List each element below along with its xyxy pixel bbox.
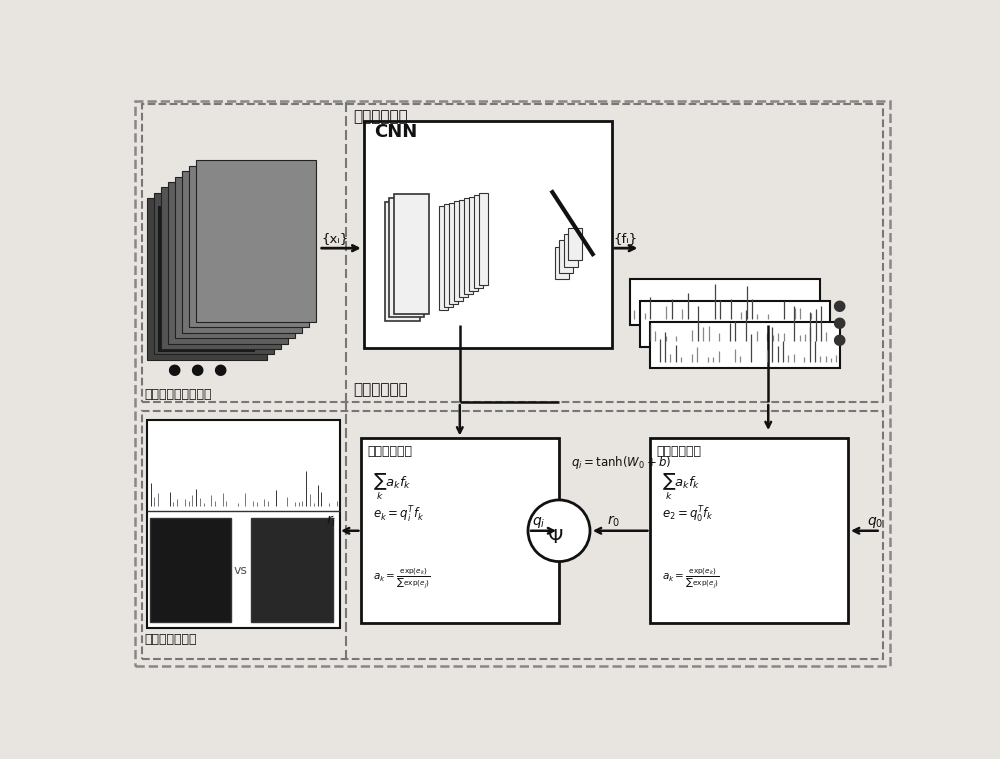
Text: 特征融合模块: 特征融合模块 xyxy=(657,446,702,458)
Text: $r_i$: $r_i$ xyxy=(326,514,337,529)
FancyBboxPatch shape xyxy=(555,247,569,279)
Text: {fᵢ}: {fᵢ} xyxy=(613,232,637,245)
FancyBboxPatch shape xyxy=(150,518,231,622)
Text: vs: vs xyxy=(234,564,247,577)
Text: $e_k=q_i^T f_k$: $e_k=q_i^T f_k$ xyxy=(373,505,424,525)
Text: $q_i$: $q_i$ xyxy=(532,515,545,530)
FancyBboxPatch shape xyxy=(464,198,473,294)
FancyBboxPatch shape xyxy=(479,194,488,285)
Text: $q_i=\tanh(W_0+b)$: $q_i=\tanh(W_0+b)$ xyxy=(571,454,671,471)
FancyBboxPatch shape xyxy=(364,121,612,348)
FancyBboxPatch shape xyxy=(154,193,274,354)
FancyBboxPatch shape xyxy=(444,204,453,307)
FancyBboxPatch shape xyxy=(454,201,463,301)
FancyBboxPatch shape xyxy=(385,202,420,321)
FancyBboxPatch shape xyxy=(469,197,478,291)
Text: 特征融合模块: 特征融合模块 xyxy=(368,446,413,458)
FancyBboxPatch shape xyxy=(205,252,228,291)
FancyBboxPatch shape xyxy=(189,165,309,327)
Text: {xᵢ}: {xᵢ} xyxy=(321,232,348,245)
Text: ●  ●  ●: ● ● ● xyxy=(168,362,227,376)
Text: $q_0$: $q_0$ xyxy=(867,515,884,530)
FancyBboxPatch shape xyxy=(147,198,267,360)
FancyBboxPatch shape xyxy=(147,420,340,628)
FancyBboxPatch shape xyxy=(449,203,458,304)
FancyBboxPatch shape xyxy=(568,228,582,260)
FancyBboxPatch shape xyxy=(361,439,559,623)
Text: $r_0$: $r_0$ xyxy=(607,514,620,529)
Circle shape xyxy=(528,500,590,562)
Text: $\sum_k a_k f_k$: $\sum_k a_k f_k$ xyxy=(373,471,411,502)
Text: 输入：多帧人脸图像: 输入：多帧人脸图像 xyxy=(144,389,212,402)
Text: $\sum_k a_k f_k$: $\sum_k a_k f_k$ xyxy=(662,471,700,502)
FancyBboxPatch shape xyxy=(251,518,333,622)
Text: $e_2=q_0^T f_k$: $e_2=q_0^T f_k$ xyxy=(662,505,714,525)
FancyBboxPatch shape xyxy=(650,322,840,368)
FancyBboxPatch shape xyxy=(474,195,483,288)
FancyBboxPatch shape xyxy=(196,160,316,322)
FancyBboxPatch shape xyxy=(389,198,424,317)
FancyBboxPatch shape xyxy=(559,241,573,272)
Text: ●
●
●: ● ● ● xyxy=(832,298,845,348)
FancyBboxPatch shape xyxy=(564,235,578,266)
FancyBboxPatch shape xyxy=(168,182,288,344)
FancyBboxPatch shape xyxy=(158,206,255,352)
FancyBboxPatch shape xyxy=(439,206,448,310)
FancyBboxPatch shape xyxy=(650,439,848,623)
FancyBboxPatch shape xyxy=(630,279,820,325)
FancyBboxPatch shape xyxy=(161,187,281,349)
Text: CNN: CNN xyxy=(375,122,418,140)
Text: Ψ: Ψ xyxy=(548,528,564,547)
FancyBboxPatch shape xyxy=(640,301,830,347)
FancyBboxPatch shape xyxy=(394,194,429,313)
Text: $a_k=\frac{\exp(e_k)}{\sum \exp(e_j)}$: $a_k=\frac{\exp(e_k)}{\sum \exp(e_j)}$ xyxy=(662,567,720,591)
Text: 人脸特征融合: 人脸特征融合 xyxy=(354,383,408,398)
FancyBboxPatch shape xyxy=(175,177,295,339)
FancyBboxPatch shape xyxy=(182,172,302,333)
Text: 人脸特征提取: 人脸特征提取 xyxy=(354,109,408,124)
Text: $a_k=\frac{\exp(e_k)}{\sum \exp(e_j)}$: $a_k=\frac{\exp(e_k)}{\sum \exp(e_j)}$ xyxy=(373,567,431,591)
FancyBboxPatch shape xyxy=(459,200,468,298)
Text: 输出：人脸特征: 输出：人脸特征 xyxy=(144,633,197,646)
